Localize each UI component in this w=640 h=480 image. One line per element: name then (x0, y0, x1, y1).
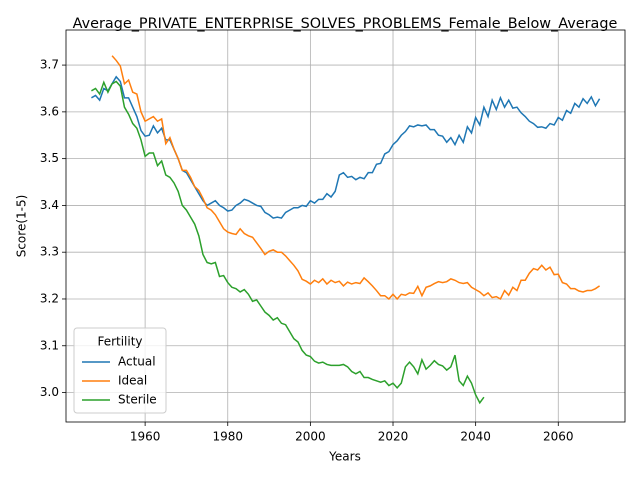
legend-title: Fertility (97, 335, 142, 349)
plot-frame (65, 29, 626, 423)
chart-title: Average_PRIVATE_ENTERPRISE_SOLVES_PROBLE… (73, 16, 618, 32)
data-line (111, 55, 601, 301)
y-tick-label: 3.0 (40, 385, 59, 399)
x-tick-label: 2000 (295, 430, 326, 444)
x-tick-label: 2020 (378, 430, 409, 444)
x-tick-label: 1980 (212, 430, 243, 444)
x-tick-label: 2040 (460, 430, 491, 444)
y-tick-label: 3.6 (40, 104, 59, 118)
x-tick-label: 1960 (130, 430, 161, 444)
y-tick-label: 3.1 (40, 338, 59, 352)
y-tick-label: 3.4 (40, 198, 59, 212)
x-axis-label: Years (328, 450, 361, 464)
legend-label: Actual (118, 355, 156, 369)
y-tick-label: 3.7 (40, 58, 59, 72)
data-line (91, 75, 601, 219)
y-tick-label: 3.2 (40, 291, 59, 305)
y-axis-label: Score(1-5) (15, 195, 29, 258)
legend-label: Ideal (118, 374, 147, 388)
legend-label: Sterile (118, 393, 157, 407)
legend-box (73, 327, 167, 414)
y-tick-label: 3.5 (40, 151, 59, 165)
y-tick-label: 3.3 (40, 245, 59, 259)
x-tick-label: 2060 (543, 430, 574, 444)
data-line (91, 80, 485, 405)
